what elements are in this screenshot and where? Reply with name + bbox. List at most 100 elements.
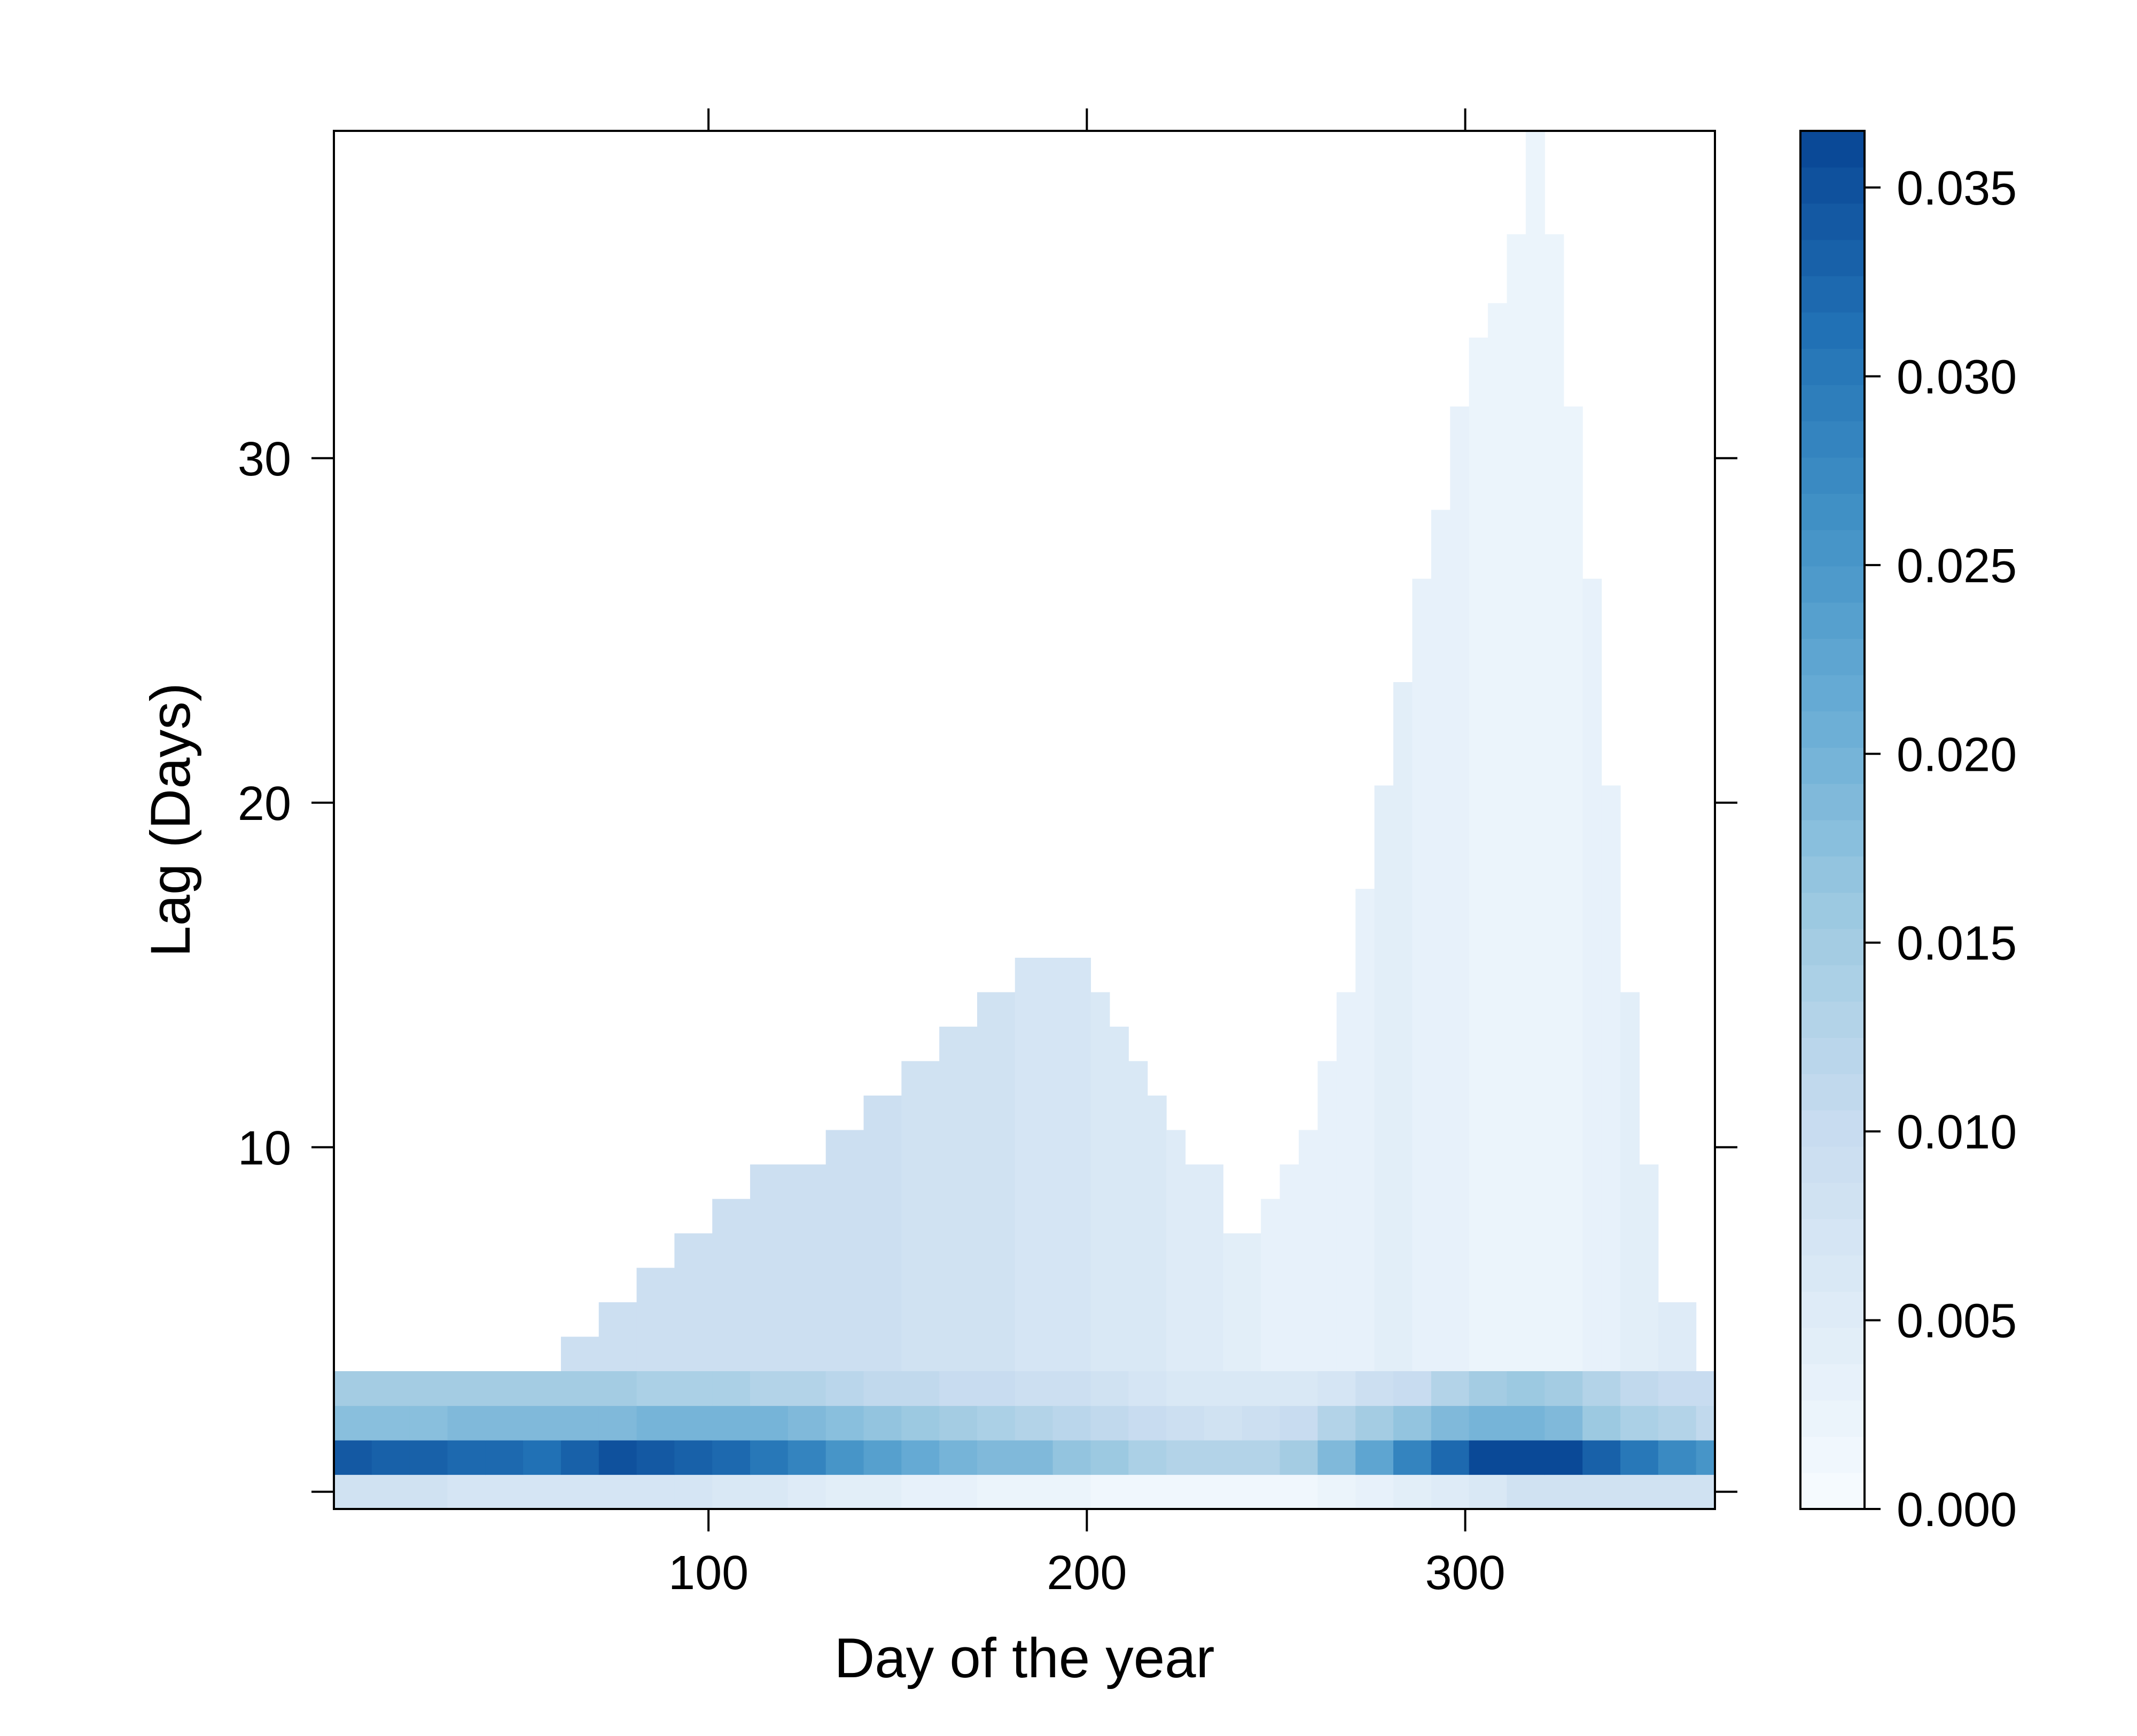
heatmap-column: [1317, 1061, 1337, 1371]
heatmap-cell: [1582, 1405, 1621, 1441]
heatmap-cell: [1582, 1474, 1621, 1510]
heatmap-cell: [1620, 1440, 1659, 1475]
axes: 100 200 300 10 20 30 0.000 0.005 0.010 0.015 0.020…: [238, 108, 2017, 1600]
heatmap-cell: [1280, 1440, 1318, 1475]
heatmap-cell: [1015, 1405, 1054, 1441]
colorbar-swatch: [1800, 385, 1865, 421]
colorbar-swatch: [1800, 1291, 1865, 1328]
colorbar-swatch: [1800, 566, 1865, 603]
heatmap-column: [901, 1061, 940, 1371]
colorbar-swatch: [1800, 965, 1865, 1002]
heatmap-cell: [787, 1474, 826, 1510]
colorbar-swatch: [1800, 312, 1865, 349]
heatmap-cell: [1317, 1474, 1356, 1510]
heatmap-cell: [939, 1474, 978, 1510]
heatmap-cell: [825, 1371, 864, 1406]
x-tick-label: 300: [1425, 1546, 1505, 1600]
heatmap-cell: [1620, 1405, 1659, 1441]
y-axis-title: Lag (Days): [139, 683, 202, 957]
heatmap-cell: [371, 1474, 410, 1510]
heatmap-cell: [1015, 1474, 1054, 1510]
heatmap-cell: [1090, 1371, 1129, 1406]
heatmap-cell: [750, 1405, 789, 1441]
colorbar-swatch: [1800, 820, 1865, 857]
colorbar-swatch: [1800, 1001, 1865, 1038]
heatmap-cell: [447, 1405, 486, 1441]
heatmap-column: [1412, 578, 1432, 1371]
heatmap-column: [674, 1233, 713, 1371]
colorbar-swatch: [1800, 457, 1865, 494]
heatmap-cell: [1280, 1371, 1318, 1406]
heatmap-column: [1374, 785, 1394, 1371]
heatmap-cell: [1204, 1405, 1243, 1441]
heatmap-column: [939, 1027, 978, 1371]
heatmap-cell: [409, 1474, 448, 1510]
heatmap-column: [1280, 1164, 1299, 1371]
heatmap-cell: [1242, 1371, 1281, 1406]
heatmap-cell: [598, 1371, 637, 1406]
plot-frame: [333, 130, 1716, 1510]
colorbar: [1800, 131, 1865, 1510]
heatmap-cell: [1507, 1440, 1545, 1475]
heatmap-cell: [901, 1405, 940, 1441]
colorbar-tick-label: 0.005: [1897, 1295, 2017, 1348]
heatmap-column: [1052, 958, 1091, 1371]
colorbar-swatch: [1800, 421, 1865, 458]
heatmap-cell: [1052, 1474, 1091, 1510]
heatmap-cell: [712, 1440, 751, 1475]
heatmap-cell: [1090, 1440, 1129, 1475]
heatmap-cell: [1393, 1440, 1432, 1475]
colorbar-swatch: [1800, 239, 1865, 277]
heatmap-column: [1393, 682, 1413, 1371]
colorbar-swatch: [1800, 203, 1865, 240]
colorbar-swatch: [1800, 675, 1865, 711]
y-tick-label: 10: [238, 1122, 291, 1175]
colorbar-swatch: [1800, 1037, 1865, 1074]
heatmap-column: [863, 1096, 902, 1371]
heatmap-cell: [1545, 1405, 1583, 1441]
heatmap-cell: [560, 1474, 599, 1510]
heatmap-cell: [1052, 1405, 1091, 1441]
heatmap-cell: [1355, 1440, 1394, 1475]
heatmap-cell: [334, 1371, 372, 1406]
colorbar-swatch: [1800, 276, 1865, 313]
heatmap-cell: [1166, 1371, 1205, 1406]
heatmap-column: [1658, 1302, 1697, 1371]
colorbar-swatch: [1800, 1146, 1865, 1183]
colorbar-tick-label: 0.025: [1897, 539, 2017, 593]
heatmap-cell: [485, 1474, 524, 1510]
heatmap-cell: [1242, 1474, 1281, 1510]
heatmap-cell: [1204, 1440, 1243, 1475]
heatmap-cell: [1658, 1405, 1697, 1441]
heatmap-cell: [1166, 1405, 1205, 1441]
heatmap-cell: [1658, 1440, 1697, 1475]
heatmap-column: [1582, 578, 1602, 1371]
heatmap-cell: [674, 1405, 713, 1441]
heatmap-cell: [1620, 1371, 1659, 1406]
heatmap-cell: [1431, 1440, 1470, 1475]
heatmap-column: [1147, 1096, 1167, 1371]
colorbar-swatch: [1800, 1182, 1865, 1219]
x-axis-title: Day of the year: [834, 1627, 1214, 1690]
heatmap-cell: [1431, 1405, 1470, 1441]
heatmap-cell: [1355, 1371, 1394, 1406]
colorbar-tick-label: 0.035: [1897, 162, 2017, 215]
heatmap-cell: [1507, 1474, 1545, 1510]
heatmap-cell: [1393, 1371, 1432, 1406]
colorbar-swatch: [1800, 1400, 1865, 1437]
heatmap-cell: [674, 1371, 713, 1406]
heatmap-cell: [1696, 1440, 1715, 1475]
heatmap-column: [977, 992, 1016, 1371]
heatmap-cell: [1545, 1440, 1583, 1475]
heatmap-cell: [523, 1405, 561, 1441]
heatmap-cell: [977, 1440, 1016, 1475]
heatmap-column: [1525, 131, 1545, 1371]
colorbar-tick-label: 0.020: [1897, 728, 2017, 781]
colorbar-swatch: [1800, 1110, 1865, 1147]
heatmap-cell: [863, 1474, 902, 1510]
heatmap-cell: [939, 1371, 978, 1406]
colorbar-swatch: [1800, 1074, 1865, 1111]
heatmap-cell: [1469, 1371, 1508, 1406]
heatmap-cell: [560, 1440, 599, 1475]
